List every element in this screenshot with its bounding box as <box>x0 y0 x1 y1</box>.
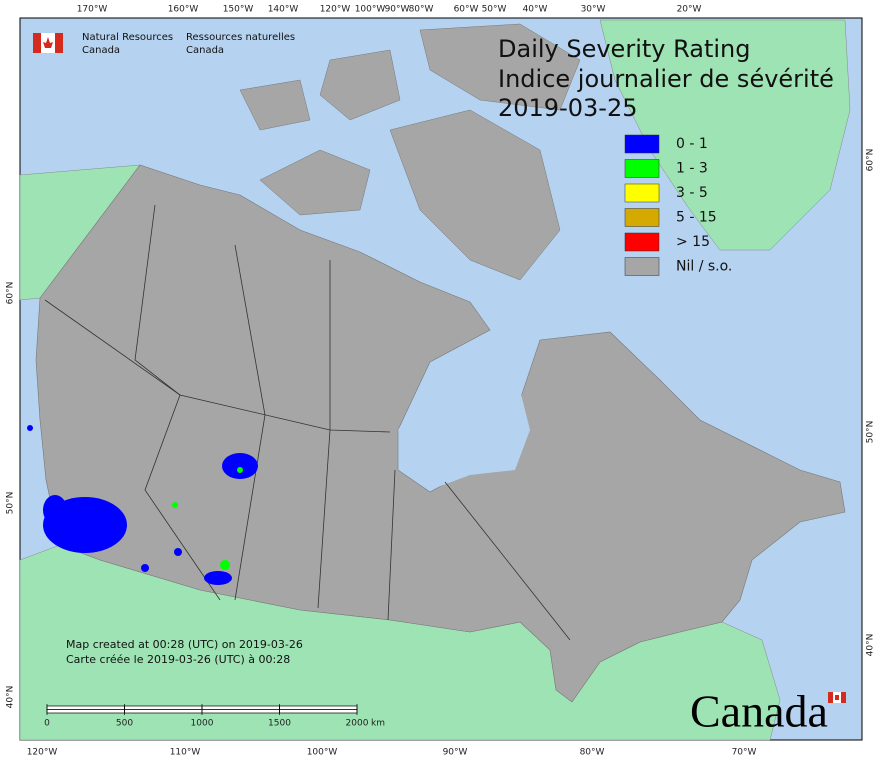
wordmark: Canada <box>690 686 828 737</box>
legend-label: 0 - 1 <box>676 136 708 152</box>
border <box>317 260 331 609</box>
scale-label: 2000 <box>346 719 369 729</box>
legend-label: 3 - 5 <box>676 185 708 201</box>
border <box>444 481 571 641</box>
arctic-island <box>419 23 581 111</box>
date: 2019-03-25 <box>498 94 637 122</box>
footer: Map created at 00:28 (UTC) on 2019-03-26 <box>66 638 303 651</box>
legend-label: Nil / s.o. <box>676 259 732 275</box>
title: Daily Severity Rating <box>498 35 750 63</box>
longitude-label: 50°W <box>482 5 507 15</box>
flag <box>835 695 839 700</box>
longitude-label: 80°W <box>409 5 434 15</box>
border <box>134 204 221 601</box>
scale-segment <box>46 705 125 710</box>
arctic-island <box>319 49 401 121</box>
latitude-label: 40°N <box>866 634 876 657</box>
patch <box>27 425 33 431</box>
patch <box>222 453 258 479</box>
scale-label: 500 <box>116 719 133 729</box>
latitude-label: 50°N <box>866 421 876 444</box>
land <box>19 19 851 741</box>
longitude-label: 100°W <box>355 5 386 15</box>
legend-label: 1 - 3 <box>676 161 708 177</box>
scale-label: 1000 <box>191 719 214 729</box>
greenland <box>599 19 851 251</box>
patch <box>172 502 178 508</box>
flag <box>828 692 833 703</box>
canada-wordmark: Canada <box>690 686 846 737</box>
scale-segment <box>201 709 280 714</box>
legend-swatch <box>624 208 660 227</box>
longitude-label: 110°W <box>170 748 201 758</box>
department-en: Natural Resources <box>82 32 173 43</box>
legend-swatch <box>624 183 660 203</box>
legend-swatch <box>624 159 660 178</box>
arctic-island <box>239 79 311 131</box>
scale-label: 0 <box>44 719 50 729</box>
longitude-label: 120°W <box>27 748 58 758</box>
hudson-bay <box>398 375 530 490</box>
longitude-label: 60°W <box>454 5 479 15</box>
longitude-label: 120°W <box>320 5 351 15</box>
latitude-label: 60°N <box>6 282 16 305</box>
legend-swatch <box>624 134 660 154</box>
latitude-label: 40°N <box>6 686 16 709</box>
footer: Carte créée le 2019-03-26 (UTC) à 00:28 <box>66 653 290 666</box>
scale-unit: km <box>371 719 385 729</box>
scale-segment <box>124 709 203 714</box>
scale-segment <box>279 709 358 714</box>
scale-label: 1500 <box>268 719 291 729</box>
patch <box>174 548 182 556</box>
scale-segment <box>46 709 125 714</box>
longitude-label: 100°W <box>307 748 338 758</box>
latitude-label: 60°N <box>866 149 876 172</box>
longitude-label: 40°W <box>523 5 548 15</box>
patch <box>220 560 230 570</box>
nrcan-flag <box>33 33 63 53</box>
patch <box>141 564 149 572</box>
department-fr: Canada <box>186 45 224 56</box>
title: Indice journalier de sévérité <box>498 65 834 93</box>
longitude-label: 170°W <box>77 5 108 15</box>
legend-swatch <box>624 232 660 252</box>
border <box>387 469 396 621</box>
legend-label: 5 - 15 <box>676 210 717 226</box>
border <box>234 244 266 601</box>
longitude-label: 20°W <box>677 5 702 15</box>
borders <box>44 204 571 641</box>
legend-label: > 15 <box>676 234 710 250</box>
longitude-label: 160°W <box>168 5 199 15</box>
scale-segment <box>279 705 358 710</box>
longitude-label: 90°W <box>385 5 410 15</box>
patch <box>204 571 232 585</box>
longitude-label: 90°W <box>443 748 468 758</box>
arctic-island <box>389 109 561 281</box>
border <box>44 299 391 433</box>
longitude-label: 80°W <box>580 748 605 758</box>
patch <box>237 467 243 473</box>
longitude-label: 70°W <box>732 748 757 758</box>
flag <box>55 33 63 53</box>
longitude-label: 30°W <box>581 5 606 15</box>
department-en: Canada <box>82 45 120 56</box>
latitude-label: 50°N <box>6 492 16 515</box>
longitude-label: 150°W <box>223 5 254 15</box>
scale-segment <box>201 705 280 710</box>
legend-swatch <box>624 257 660 276</box>
fire-patches <box>27 425 258 585</box>
department-fr: Ressources naturelles <box>186 32 295 43</box>
flag <box>841 692 846 703</box>
longitude-label: 140°W <box>268 5 299 15</box>
arctic-island <box>259 149 371 216</box>
flag <box>33 33 41 53</box>
canada <box>35 164 846 703</box>
scale-segment <box>124 705 203 710</box>
flag <box>43 37 53 48</box>
patch <box>43 495 67 525</box>
